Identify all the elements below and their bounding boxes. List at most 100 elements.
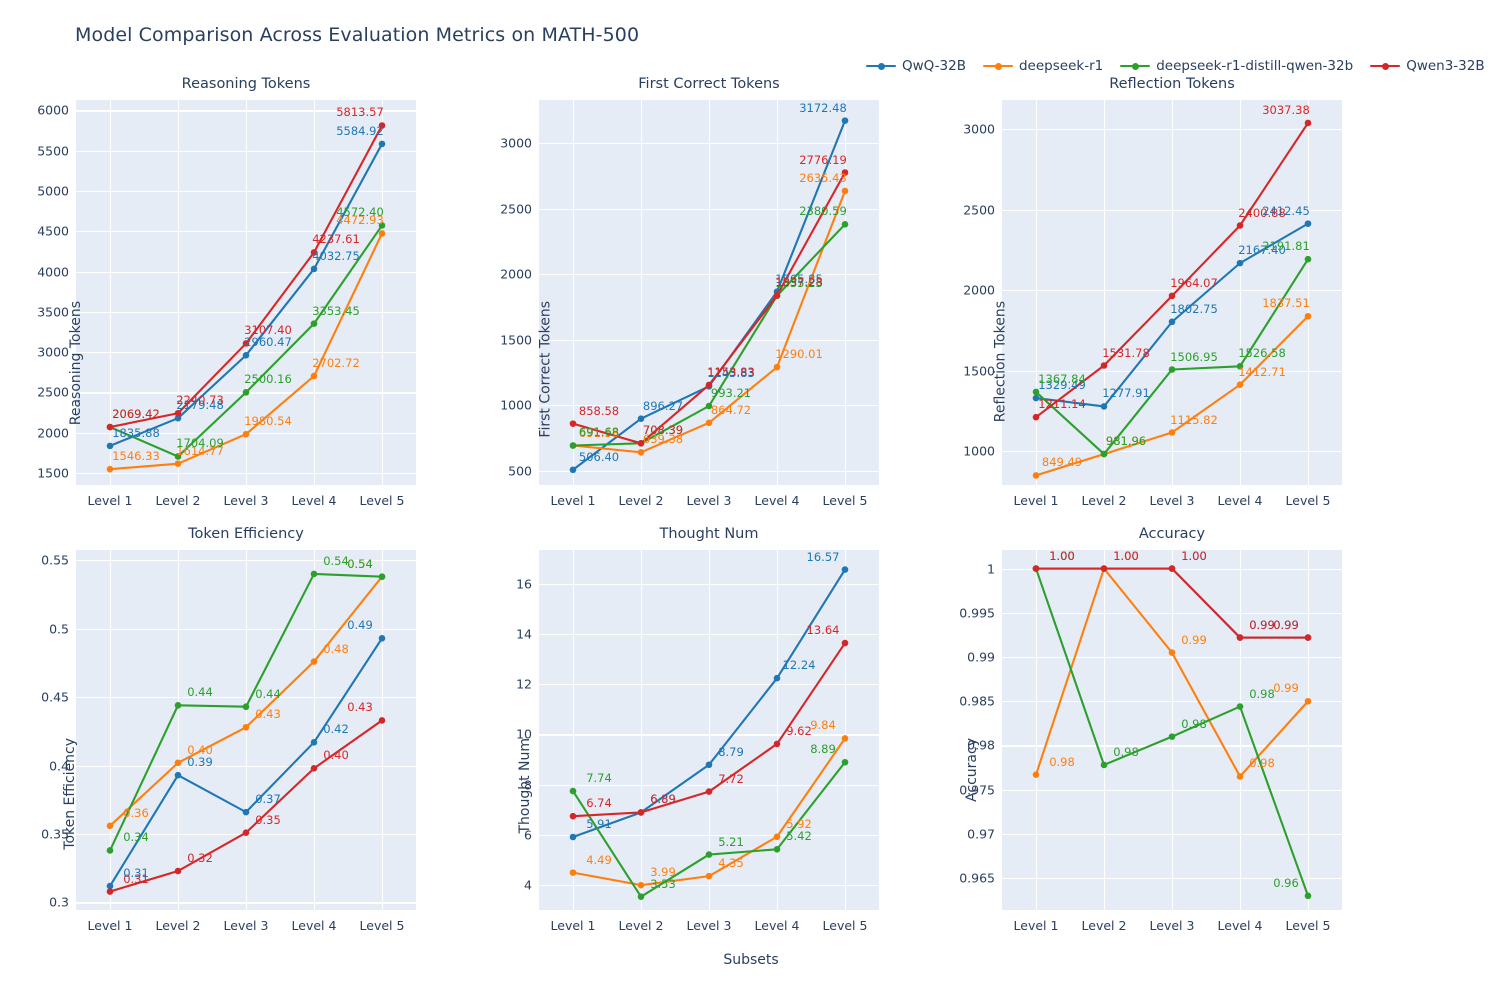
data-point-marker [705, 419, 713, 427]
series-line-1 [1034, 315, 1310, 477]
x-tick-label: Level 3 [223, 918, 269, 933]
data-point-marker [841, 566, 849, 573]
y-tick-label: 500 [508, 463, 532, 479]
data-point-marker [106, 423, 114, 431]
data-point-marker [1236, 703, 1244, 710]
x-tick-label: Level 4 [291, 493, 337, 508]
y-tick-label: 5500 [37, 143, 69, 159]
legend-item-3[interactable]: Qwen3-32B [1370, 58, 1485, 74]
series-line-3 [1034, 567, 1310, 639]
y-tick-label: 0.98 [967, 737, 995, 753]
x-gridline [845, 550, 847, 910]
x-gridline [777, 550, 779, 910]
legend-item-2[interactable]: deepseek-r1-distill-qwen-32b [1120, 58, 1353, 74]
x-gridline [709, 550, 711, 910]
data-point-marker [1168, 292, 1176, 300]
data-point-marker [1236, 222, 1244, 229]
data-point-marker [1100, 761, 1108, 769]
data-point-marker [569, 812, 577, 820]
y-tick-label: 0.3 [49, 894, 69, 910]
figure-title: Model Comparison Across Evaluation Metri… [75, 24, 640, 46]
data-point-marker [378, 230, 386, 237]
series-layer [569, 566, 849, 900]
data-point-marker [310, 249, 318, 256]
y-tick-label: 6 [524, 827, 532, 843]
data-point-marker [637, 893, 645, 900]
series-line-1 [1034, 567, 1310, 778]
data-point-marker [1304, 634, 1312, 641]
data-point-marker [174, 867, 182, 875]
data-point-marker [1304, 255, 1312, 263]
data-point-marker [174, 771, 182, 779]
data-point-marker [1032, 413, 1040, 421]
plot-area: 0.3 0.35 0.4 0.45 0.5 0.55 Level 1 Level 2 Level… [41, 550, 416, 933]
data-point-marker [841, 187, 849, 195]
data-point-marker [1032, 565, 1040, 572]
data-point-marker [705, 851, 713, 858]
subplot-thought-num: Thought Num 4 6 8 10 12 14 16 Level 1 Level 2 Leve… [516, 526, 879, 933]
y-tick-label: 3000 [37, 344, 69, 360]
data-point-marker [841, 169, 849, 176]
subplot-token-efficiency: Token Efficiency 0.3 0.35 0.4 0.45 0.5 0.55 Lev… [41, 526, 416, 933]
subplot-first-correct-tokens: First Correct Tokens 500 1000 1500 2000 2500 3… [500, 76, 879, 508]
y-tick-label: 4000 [37, 264, 69, 280]
y-axis-label: Token Efficiency [61, 738, 78, 850]
legend-swatch-icon [1370, 60, 1401, 72]
data-point-marker [174, 409, 182, 417]
x-tick-label: Level 2 [155, 493, 201, 508]
legend-item-1[interactable]: deepseek-r1 [982, 58, 1104, 74]
x-gridline [1036, 100, 1038, 485]
y-tick-label: 0.99 [967, 649, 995, 665]
x-tick-label: Level 3 [223, 493, 269, 508]
data-point-marker [310, 765, 318, 772]
x-tick-label: Level 2 [155, 918, 201, 933]
data-point-marker [569, 442, 577, 449]
y-tick-label: 2000 [963, 282, 995, 298]
x-gridline [1104, 550, 1106, 910]
subplot-title: Thought Num [659, 526, 759, 542]
data-point-marker [1236, 363, 1244, 370]
y-tick-label: 0.35 [41, 826, 69, 842]
data-point-marker [705, 381, 713, 389]
y-tick-label: 1000 [963, 443, 995, 459]
subplot-reflection-tokens: Reflection Tokens 1000 1500 2000 2500 3000 Lev… [963, 76, 1342, 508]
y-tick-label: 0.5 [49, 621, 69, 637]
y-tick-label: 6000 [37, 102, 69, 118]
data-point-marker [841, 639, 849, 647]
x-gridline [110, 100, 112, 485]
y-tick-label: 0.97 [967, 826, 995, 842]
y-tick-label: 5000 [37, 183, 69, 199]
data-point-marker [106, 822, 114, 830]
data-point-marker [106, 847, 114, 854]
legend-item-0[interactable]: QwQ-32B [866, 58, 966, 74]
legend-item-label: deepseek-r1 [1018, 58, 1104, 74]
x-gridline [573, 100, 575, 485]
x-tick-label: Level 3 [686, 918, 732, 933]
legend[interactable]: QwQ-32B deepseek-r1 deepseek-r1-distill-qw… [866, 58, 1485, 74]
x-gridline [1240, 100, 1242, 485]
x-gridline [573, 550, 575, 910]
x-gridline [641, 550, 643, 910]
data-point-marker [242, 703, 250, 711]
data-point-marker [705, 402, 713, 410]
x-gridline [314, 550, 316, 910]
data-point-marker [841, 758, 849, 766]
legend-swatch-icon [866, 60, 896, 72]
data-point-marker [705, 788, 713, 795]
data-point-marker [569, 466, 577, 474]
subplot-title: Reflection Tokens [1109, 76, 1235, 92]
data-point-marker [242, 340, 250, 347]
data-point-marker [841, 221, 849, 228]
series-layer [106, 122, 386, 473]
y-tick-label: 2000 [500, 266, 532, 282]
x-gridline [709, 100, 711, 485]
series-line-3 [108, 719, 384, 893]
y-tick-label: 1 [987, 561, 995, 577]
series-line-1 [571, 189, 847, 454]
data-point-marker [310, 320, 318, 327]
x-tick-label: Level 3 [686, 493, 732, 508]
data-point-marker [1168, 318, 1176, 326]
data-point-marker [174, 453, 182, 460]
x-tick-label: Level 2 [1081, 493, 1127, 508]
y-tick-label: 14 [516, 626, 532, 642]
